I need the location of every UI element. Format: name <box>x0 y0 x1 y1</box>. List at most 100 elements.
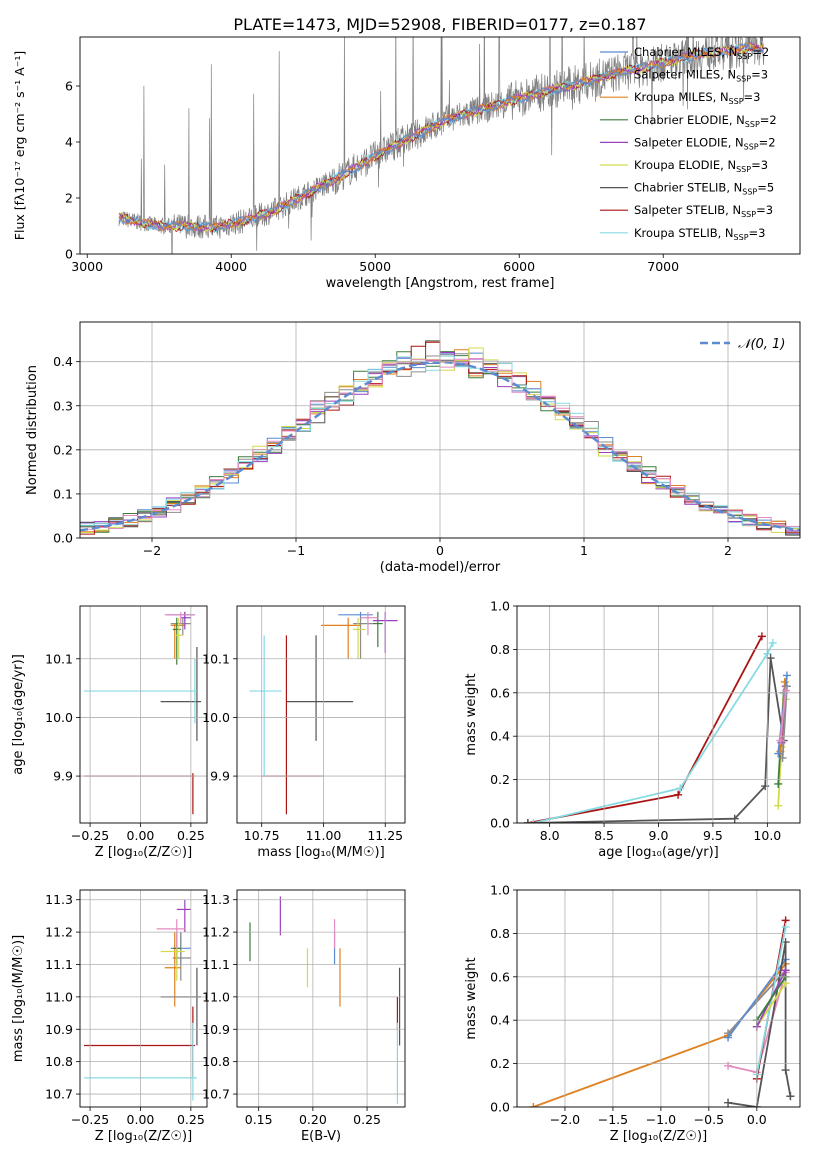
plot-area <box>523 632 791 823</box>
series-marker <box>778 753 787 762</box>
y-tick-label: 10.0 <box>202 710 230 725</box>
legend-label: Salpeter ELODIE, NSSP=2 <box>634 135 776 151</box>
series-marker <box>724 1033 733 1042</box>
y-tick-label: 0.4 <box>490 729 510 744</box>
panel-spectrum: 3000 4000 5000 6000 7000 0 2 4 6 wavelength [Angs… <box>12 36 801 291</box>
series-marker <box>730 814 739 823</box>
plot-area <box>84 611 201 815</box>
y-tick-label: 11.3 <box>45 892 73 907</box>
data-point <box>261 635 324 815</box>
y-tick-label: 10.7 <box>45 1087 73 1102</box>
series-marker <box>529 819 538 823</box>
y-tick-label: 0.8 <box>490 926 510 941</box>
axes-frame <box>79 321 801 539</box>
series-marker <box>782 682 791 691</box>
x-tick-label: 5000 <box>359 259 391 274</box>
y-tick-label: 10.8 <box>202 1054 230 1069</box>
x-tick-label: 6000 <box>503 259 535 274</box>
series-marker <box>774 779 783 788</box>
data-point <box>353 617 366 659</box>
data-point <box>353 617 373 659</box>
y-tick-label: 10.7 <box>202 1087 230 1102</box>
y-tick-label: 10.1 <box>45 651 73 666</box>
y-axis-label: Flux [fλ10⁻¹⁷ erg cm⁻² s⁻¹ A⁻¹] <box>12 51 27 240</box>
legend-label: Salpeter MILES, NSSP=3 <box>634 68 768 84</box>
plot-area <box>529 916 795 1107</box>
y-axis-label: mass weight <box>464 957 479 1039</box>
series-marker <box>724 1098 733 1107</box>
x-tick-label: 8.5 <box>594 828 614 843</box>
x-tick-label: −0.5 <box>694 1112 724 1127</box>
axes-frame <box>516 889 801 1108</box>
x-tick-label: 0.25 <box>177 1112 205 1127</box>
x-tick-label: 0.0 <box>747 1112 767 1127</box>
panel-age-vs-Z: −0.25 0.00 0.25 9.9 10.0 10.1 Z [log₁₀(Z/Z☉)] a… <box>11 605 208 860</box>
series-marker <box>781 686 790 695</box>
x-tick-label: 11.25 <box>367 828 403 843</box>
data-point <box>176 899 191 933</box>
x-tick-label: 0.15 <box>245 1112 273 1127</box>
data-point <box>164 932 181 1007</box>
y-tick-label: 6 <box>65 79 73 94</box>
y-tick-label: 0.4 <box>53 354 73 369</box>
y-tick-label: 0.2 <box>490 1056 510 1071</box>
y-tick-label: 10.1 <box>202 651 230 666</box>
axes-frame <box>516 605 801 824</box>
data-point <box>174 617 183 659</box>
x-tick-label: 0.00 <box>127 1112 155 1127</box>
data-point <box>172 932 191 981</box>
legend-label: Salpeter STELIB, NSSP=3 <box>634 203 773 219</box>
x-tick-label: 3000 <box>71 259 103 274</box>
series-marker <box>674 790 683 799</box>
axes-frame <box>236 605 406 824</box>
y-tick-label: 11.1 <box>45 957 73 972</box>
panel-massweight-vs-Z: −2.0 −1.5 −1.0 −0.5 0.0 0.0 0.2 0.4 0.6 0.8 1.0 Z [… <box>464 883 801 1144</box>
panel-mass-vs-EBV: 0.15 0.20 0.25 10.7 10.8 10.9 11.0 11.1 11.2 11.3… <box>202 889 406 1144</box>
x-axis-label: E(B-V) <box>301 1129 341 1144</box>
series-line <box>756 976 787 1021</box>
x-axis-label: Z [log₁₀(Z/Z☉)] <box>610 1129 707 1144</box>
x-tick-label: 1 <box>580 543 588 558</box>
data-point <box>360 611 378 636</box>
x-axis-label: wavelength [Angstrom, rest frame] <box>326 276 555 291</box>
series-marker <box>757 632 766 641</box>
data-point <box>156 919 185 949</box>
legend-label: Chabrier STELIB, NSSP=5 <box>634 181 774 197</box>
series-marker <box>529 1103 538 1107</box>
x-tick-label: 0.25 <box>353 1112 381 1127</box>
model-spectrum-chabrier-miles <box>118 42 764 233</box>
plot-area <box>118 37 765 254</box>
legend-label: Chabrier ELODIE, NSSP=2 <box>634 113 777 129</box>
y-tick-label: 0.1 <box>53 486 73 501</box>
series-marker <box>776 736 785 745</box>
model-spectrum-salpeter-elodie <box>118 40 764 234</box>
panel-mass-vs-Z: −0.25 0.00 0.25 10.7 10.8 10.9 11.0 11.1 11.2 11.… <box>11 889 208 1144</box>
x-axis-label: Z [log₁₀(Z/Z☉)] <box>95 845 192 860</box>
series-marker <box>774 801 783 810</box>
series-marker <box>780 677 789 686</box>
series-marker <box>774 749 783 758</box>
y-axis-label: age [log₁₀(age/yr)] <box>11 654 26 775</box>
legend-label: 𝒩(0, 1) <box>738 337 785 352</box>
y-tick-label: 11.1 <box>202 957 230 972</box>
axes-frame <box>79 605 208 824</box>
y-tick-label: 11.0 <box>45 989 73 1004</box>
series-line <box>533 642 774 823</box>
x-tick-label: 2 <box>724 543 732 558</box>
series-line <box>527 635 763 823</box>
y-tick-label: 11.2 <box>45 925 73 940</box>
model-spectrum-salpeter-stelib <box>118 42 764 234</box>
series-marker <box>786 1092 795 1101</box>
y-tick-label: 0.0 <box>53 531 73 546</box>
y-tick-label: 10.0 <box>45 710 73 725</box>
x-tick-label: −1.0 <box>646 1112 676 1127</box>
x-tick-label: 4000 <box>215 259 247 274</box>
series-marker <box>724 1061 733 1070</box>
x-tick-label: 0.25 <box>177 828 205 843</box>
x-tick-label: −2 <box>143 543 161 558</box>
x-axis-label: (data-model)/error <box>380 560 501 575</box>
series-marker <box>761 782 770 791</box>
figure-title: PLATE=1473, MJD=52908, FIBERID=0177, z=0… <box>233 15 646 34</box>
series-marker <box>766 654 775 663</box>
